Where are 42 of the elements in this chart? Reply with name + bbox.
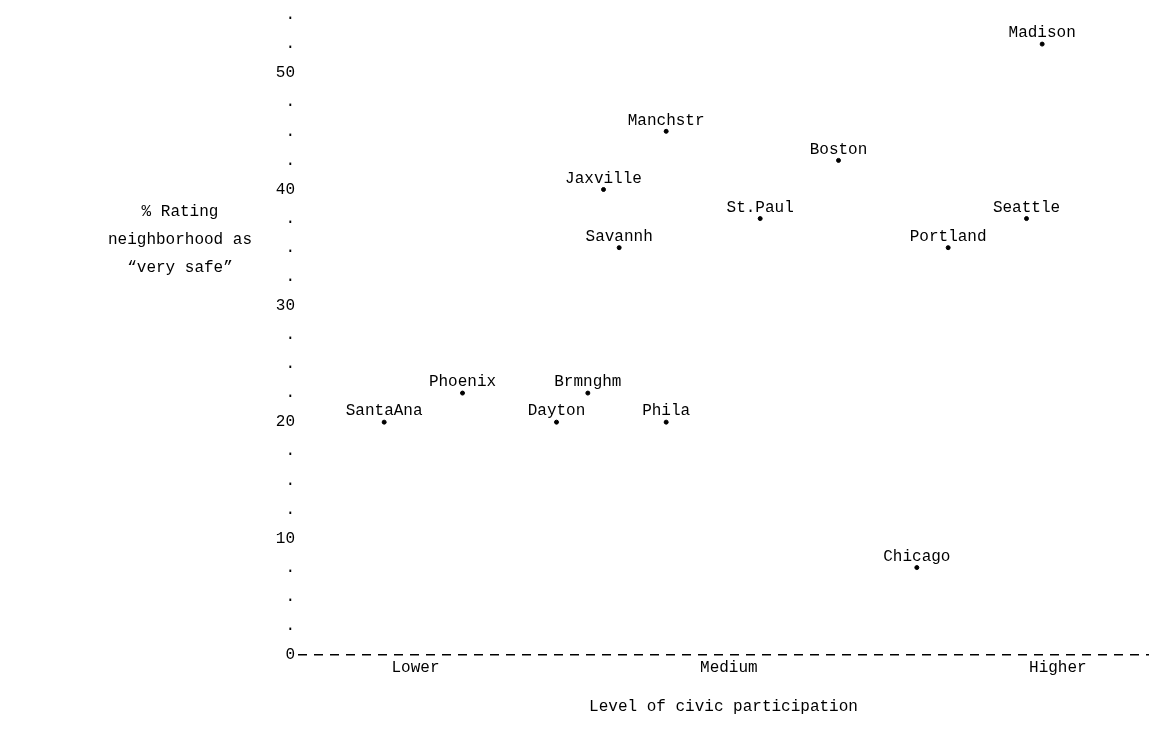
y-tick-label: 0	[285, 646, 295, 665]
y-tick-label: .	[285, 326, 295, 345]
y-tick-label: .	[285, 122, 295, 141]
data-label: Madison	[1008, 24, 1076, 43]
y-tick-label: 40	[275, 180, 295, 199]
y-tick-label: .	[285, 587, 295, 606]
y-tick-label: 20	[275, 413, 295, 432]
y-tick-label: .	[285, 6, 295, 25]
data-label: Savannh	[585, 227, 653, 246]
data-label: Jaxville	[565, 169, 642, 188]
data-label: St.Paul	[726, 198, 794, 217]
x-tick-label: Medium	[700, 658, 758, 677]
y-tick-label: 50	[275, 64, 295, 83]
x-tick-label: Higher	[1029, 658, 1087, 677]
y-tick-label: .	[285, 442, 295, 461]
x-tick-label: Lower	[391, 658, 440, 677]
y-tick-label: .	[285, 558, 295, 577]
data-label: Boston	[809, 140, 868, 159]
y-tick-label: .	[285, 384, 295, 403]
data-label: Phoenix	[428, 373, 497, 392]
x-axis-title: Level of civic participation	[588, 698, 859, 716]
data-label: Brmnghm	[554, 373, 622, 392]
data-label: Manchstr	[627, 111, 705, 130]
y-axis-title: % Rating neighborhood as “very safe”	[107, 202, 253, 279]
y-tick-label: .	[285, 616, 295, 635]
data-label: SantaAna	[345, 402, 423, 421]
data-label: Seattle	[992, 198, 1061, 217]
y-tick-label: 30	[275, 297, 295, 316]
y-tick-label: .	[285, 267, 295, 286]
data-label: Portland	[909, 227, 987, 246]
y-tick-label: .	[285, 238, 295, 257]
y-tick-label: .	[285, 35, 295, 54]
y-tick-label: .	[285, 151, 295, 170]
y-tick-label: 10	[275, 529, 295, 548]
data-label: Chicago	[883, 547, 951, 566]
y-tick-label: .	[285, 500, 295, 519]
y-tick-label: .	[285, 471, 295, 490]
data-label: Dayton	[527, 402, 586, 421]
y-tick-label: .	[285, 209, 295, 228]
y-tick-label: .	[285, 355, 295, 374]
y-tick-label: .	[285, 93, 295, 112]
data-label: Phila	[642, 402, 691, 421]
